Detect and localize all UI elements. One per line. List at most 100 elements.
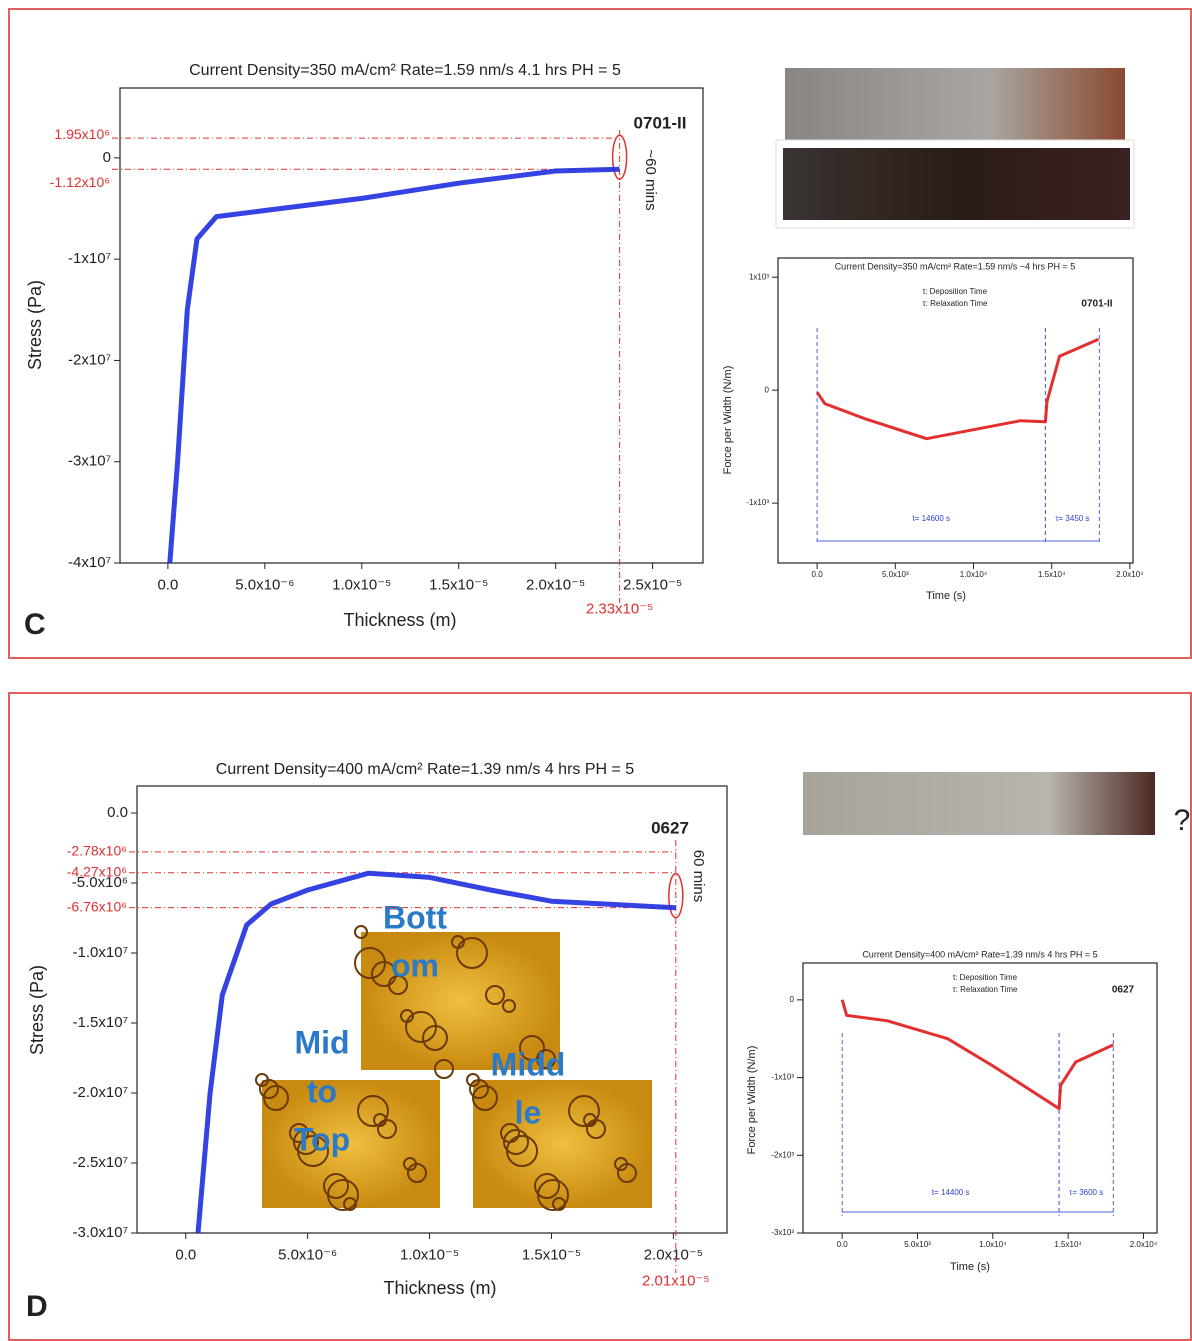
axis-frame	[802, 962, 1158, 1234]
grain	[469, 1079, 489, 1099]
y-tick-label: 0	[103, 149, 111, 166]
photo-note: ?	[1174, 804, 1191, 837]
y-tick-label: -5.0x10⁶	[72, 874, 128, 891]
x-axis-label: Thickness (m)	[383, 1278, 496, 1298]
inset-label: om	[391, 947, 439, 983]
grain	[456, 937, 488, 969]
data-line	[167, 166, 620, 564]
grain	[289, 1123, 309, 1143]
grain	[502, 999, 516, 1013]
grain	[434, 1059, 454, 1079]
annotation: 0701-II	[1081, 299, 1112, 310]
x-tick-label: 5.0x10³	[904, 1240, 931, 1249]
x-tick-label: 2.0x10⁴	[1130, 1240, 1158, 1249]
x-axis-label: Time (s)	[950, 1261, 990, 1273]
panel-label: D	[26, 1290, 48, 1323]
chart-title: Current Density=400 mA/cm² Rate=1.39 nm/…	[862, 949, 1097, 959]
y-tick-label: -2.0x10⁷	[73, 1084, 128, 1101]
panel-label: C	[24, 608, 46, 641]
x-tick-label: 1.0x10⁻⁵	[332, 576, 391, 593]
span-label: t= 14600 s	[912, 514, 950, 523]
x-tick-label: 1.0x10⁴	[979, 1240, 1007, 1249]
inset-label: Midd	[491, 1046, 566, 1082]
grain	[472, 1085, 498, 1111]
x-tick-label: 5.0x10⁻⁶	[278, 1246, 337, 1263]
data-line	[815, 337, 1100, 441]
highlight-ring	[611, 134, 628, 180]
micrograph	[262, 1080, 440, 1208]
x-tick-label: 1.5x10⁻⁵	[522, 1246, 581, 1263]
annotation: t: Deposition Time	[923, 287, 988, 296]
sample-photo	[783, 148, 1130, 220]
x-tick-label: 2.0x10⁻⁵	[644, 1246, 703, 1263]
reference-label: 2.33x10⁻⁵	[586, 600, 654, 617]
x-tick-label: 5.0x10³	[882, 570, 909, 579]
highlight-ring	[668, 872, 684, 919]
y-tick-label: -1x10³	[771, 1073, 794, 1082]
grain	[354, 947, 386, 979]
y-tick-label: -1.0x10⁷	[73, 944, 128, 961]
x-tick-label: 1.5x10⁴	[1038, 570, 1066, 579]
data-line	[840, 999, 1114, 1111]
y-tick-label: -3x10³	[771, 1228, 794, 1237]
grain	[354, 925, 368, 939]
annotation: 0701-II	[634, 113, 687, 132]
span-label: τ= 3450 s	[1055, 514, 1089, 523]
axis-frame	[119, 87, 704, 564]
x-tick-label: 2.0x10⁴	[1116, 570, 1144, 579]
grain	[485, 985, 505, 1005]
inset-label: Top	[294, 1121, 350, 1157]
grain	[327, 1179, 359, 1211]
grain	[552, 1197, 566, 1211]
reference-label: -2.78x10⁶	[67, 843, 127, 859]
annotation: t: Deposition Time	[953, 973, 1018, 982]
span-label: τ= 3600 s	[1069, 1188, 1103, 1197]
x-tick-label: 0.0	[812, 570, 824, 579]
grain	[568, 1095, 600, 1127]
axis-frame	[136, 785, 728, 1234]
inset-label: le	[515, 1094, 542, 1130]
x-tick-label: 1.5x10⁻⁵	[429, 576, 488, 593]
y-axis-label: Force per Width (N/m)	[722, 366, 734, 475]
y-tick-label: 1x10³	[749, 272, 769, 281]
chart-title: Current Density=350 mA/cm² Rate=1.59 nm/…	[189, 62, 621, 79]
y-axis-label: Stress (Pa)	[25, 280, 45, 370]
reference-label: -6.76x10⁶	[67, 898, 127, 914]
micrograph	[473, 1080, 652, 1208]
annotation: 0627	[1112, 985, 1135, 996]
x-tick-label: 0.0	[157, 576, 178, 593]
y-tick-label: -2x10⁷	[68, 351, 111, 368]
sample-photo	[785, 68, 1125, 140]
y-tick-label: -3.0x10⁷	[73, 1224, 128, 1241]
grain	[405, 1011, 437, 1043]
grain	[407, 1163, 427, 1183]
y-tick-label: -2.5x10⁷	[73, 1154, 128, 1171]
grain	[617, 1163, 637, 1183]
grain	[451, 935, 465, 949]
reference-label: 2.01x10⁻⁵	[642, 1272, 710, 1289]
y-tick-label: -4x10⁷	[68, 554, 111, 571]
grain	[537, 1179, 569, 1211]
grain	[263, 1085, 289, 1111]
grain	[297, 1135, 329, 1167]
y-tick-label: 0	[790, 995, 795, 1004]
annotation: τ: Relaxation Time	[923, 299, 989, 308]
grain	[357, 1095, 389, 1127]
grain	[343, 1197, 357, 1211]
annotation: τ: Relaxation Time	[953, 985, 1019, 994]
annotation: ~60 mins	[642, 149, 659, 210]
grain	[506, 1135, 538, 1167]
grain	[323, 1173, 349, 1199]
y-tick-label: -2x10³	[771, 1150, 794, 1159]
x-tick-label: 1.0x10⁴	[960, 570, 988, 579]
x-tick-label: 1.0x10⁻⁵	[400, 1246, 459, 1263]
x-tick-label: 1.5x10⁴	[1054, 1240, 1082, 1249]
annotation: 60 mins	[690, 850, 707, 903]
y-tick-label: 0	[765, 385, 770, 394]
reference-label: 1.95x10⁶	[54, 126, 110, 142]
grain	[400, 1009, 414, 1023]
x-tick-label: 2.5x10⁻⁵	[623, 576, 682, 593]
x-tick-label: 5.0x10⁻⁶	[235, 576, 294, 593]
y-tick-label: -1x10³	[746, 498, 769, 507]
